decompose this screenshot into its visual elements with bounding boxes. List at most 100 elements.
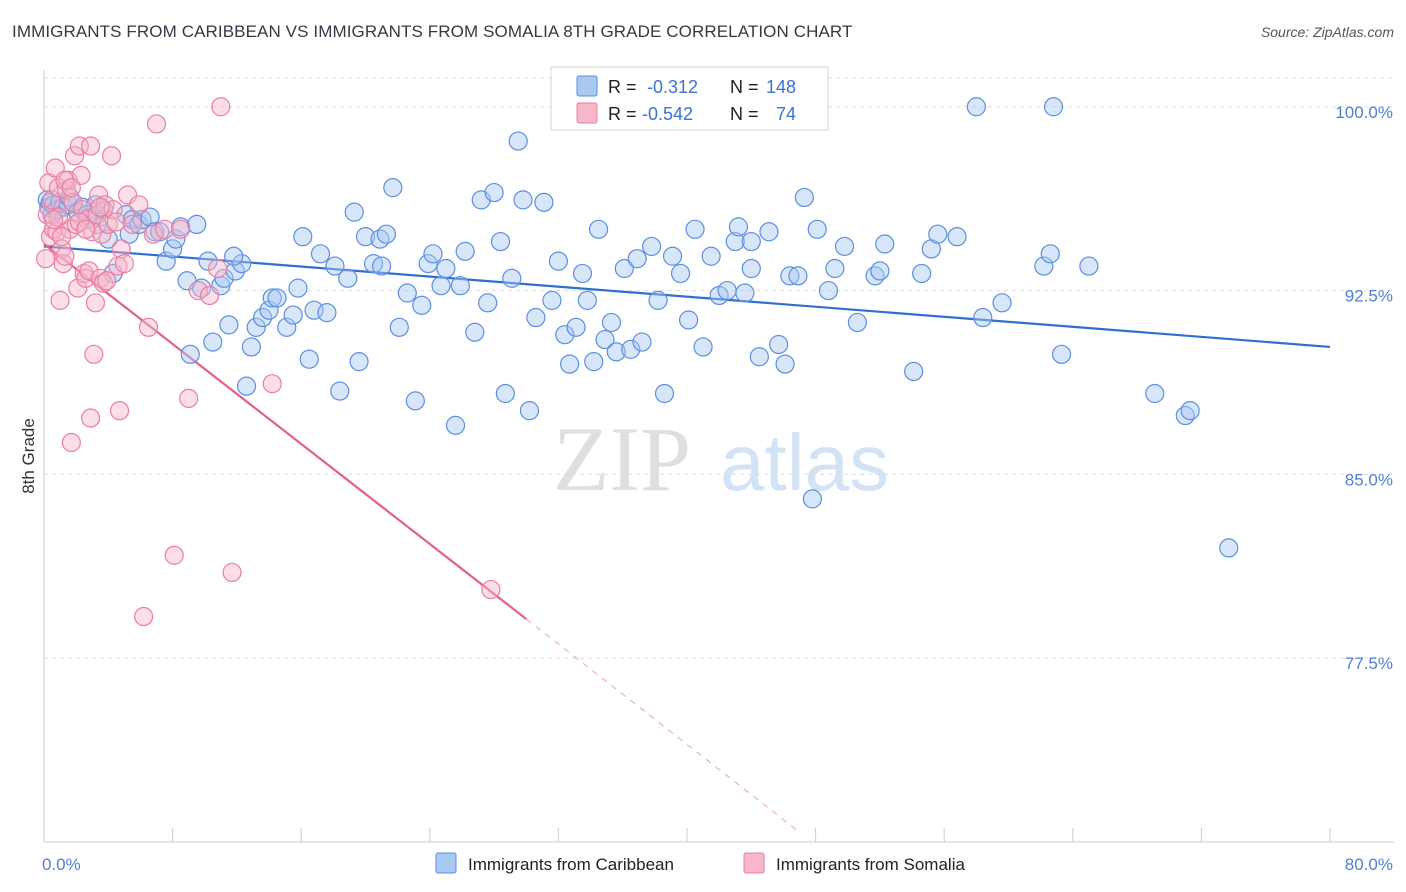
- caribbean-point: [502, 268, 522, 288]
- caribbean-point: [769, 334, 789, 355]
- caribbean-point: [735, 283, 755, 303]
- caribbean-point: [1034, 256, 1054, 276]
- caribbean-point: [224, 246, 244, 266]
- stats-r-value-somalia: -0.542: [642, 104, 693, 124]
- somalia-point: [61, 432, 81, 453]
- caribbean-point: [741, 231, 761, 252]
- somalia-point: [44, 209, 64, 230]
- caribbean-point: [214, 268, 234, 288]
- caribbean-point: [654, 383, 675, 404]
- somalia-point: [222, 562, 242, 583]
- stats-n-label-caribbean: N =: [730, 77, 759, 97]
- caribbean-point: [389, 317, 409, 337]
- caribbean-point: [542, 290, 562, 310]
- caribbean-point: [534, 192, 554, 212]
- caribbean-point: [262, 288, 282, 308]
- stats-swatch-somalia: [576, 102, 598, 124]
- somalia-point: [69, 136, 89, 156]
- page-title: IMMIGRANTS FROM CARIBBEAN VS IMMIGRANTS …: [12, 22, 853, 41]
- somalia-point: [69, 212, 89, 232]
- stats-box: R = -0.312 N = 148 R = -0.542 N = 74: [550, 66, 829, 131]
- somalia-point: [50, 290, 70, 310]
- somalia-point: [262, 374, 282, 394]
- caribbean-point: [621, 339, 641, 359]
- somalia-point: [81, 408, 101, 428]
- caribbean-point: [966, 97, 986, 117]
- somalia-point: [64, 146, 85, 166]
- somalia-point: [106, 212, 126, 232]
- somalia-point: [42, 190, 62, 210]
- somalia-point: [61, 178, 81, 198]
- somalia-point: [154, 219, 175, 239]
- caribbean-point: [606, 342, 626, 362]
- caribbean-point: [825, 258, 845, 279]
- caribbean-point: [253, 307, 273, 328]
- caribbean-point: [1219, 538, 1239, 558]
- caribbean-point: [330, 381, 350, 401]
- caribbean-point: [376, 224, 396, 244]
- somalia-point: [36, 249, 56, 269]
- caribbean-point: [355, 227, 376, 247]
- caribbean-point: [293, 227, 313, 247]
- caribbean-point: [187, 214, 207, 234]
- caribbean-point: [818, 280, 839, 301]
- caribbean-point: [548, 251, 569, 271]
- trend-line-somalia: [43, 243, 527, 620]
- caribbean-point: [717, 280, 737, 301]
- caribbean-point: [670, 263, 691, 284]
- data-points: [36, 97, 1239, 627]
- caribbean-point: [560, 354, 580, 374]
- caribbean-point: [912, 263, 932, 284]
- caribbean-point: [267, 288, 287, 308]
- somalia-point: [81, 136, 101, 156]
- caribbean-point: [317, 303, 337, 323]
- caribbean-point: [802, 489, 822, 509]
- caribbean-point: [577, 290, 597, 310]
- caribbean-point: [132, 209, 152, 230]
- caribbean-point: [299, 349, 319, 369]
- trend-line-somalia-extension: [525, 618, 800, 833]
- caribbean-point: [788, 266, 808, 286]
- stats-swatch-caribbean: [576, 75, 598, 97]
- caribbean-point: [1180, 401, 1200, 421]
- caribbean-point: [685, 219, 705, 239]
- y-tick-label: 85.0%: [1345, 470, 1393, 489]
- caribbean-point: [1145, 383, 1165, 404]
- somalia-point: [63, 192, 83, 212]
- caribbean-point: [947, 227, 967, 247]
- legend: Immigrants from Caribbean Immigrants fro…: [435, 852, 965, 874]
- caribbean-point: [794, 187, 814, 208]
- caribbean-point: [495, 383, 515, 404]
- caribbean-point: [450, 276, 470, 296]
- caribbean-point: [325, 256, 345, 276]
- caribbean-point: [219, 315, 239, 335]
- somalia-point: [101, 146, 122, 166]
- caribbean-point: [241, 337, 261, 357]
- caribbean-point: [383, 178, 403, 198]
- caribbean-point: [338, 268, 358, 288]
- somalia-point: [208, 258, 228, 279]
- somalia-point: [97, 271, 117, 291]
- caribbean-point: [904, 361, 924, 382]
- stats-n-label-somalia: N =: [730, 104, 759, 124]
- x-tick-label-min: 0.0%: [42, 855, 81, 874]
- legend-swatch-caribbean: [435, 852, 457, 874]
- trend-lines: [43, 243, 1331, 833]
- somalia-point: [89, 185, 109, 205]
- caribbean-point: [749, 347, 769, 367]
- caribbean-point: [595, 329, 615, 350]
- caribbean-point: [412, 295, 432, 315]
- somalia-point: [55, 246, 75, 266]
- caribbean-point: [288, 278, 308, 298]
- watermark-zip: ZIP: [553, 408, 691, 510]
- caribbean-point: [344, 202, 364, 222]
- caribbean-point: [1043, 97, 1064, 117]
- caribbean-point: [775, 354, 795, 374]
- somalia-point: [164, 545, 184, 565]
- caribbean-point: [513, 190, 533, 210]
- somalia-point: [77, 209, 98, 230]
- y-tick-labels: 100.0% 92.5% 85.0% 77.5%: [1335, 103, 1393, 673]
- caribbean-point: [642, 236, 662, 257]
- caribbean-point: [662, 246, 683, 266]
- caribbean-point: [555, 325, 575, 345]
